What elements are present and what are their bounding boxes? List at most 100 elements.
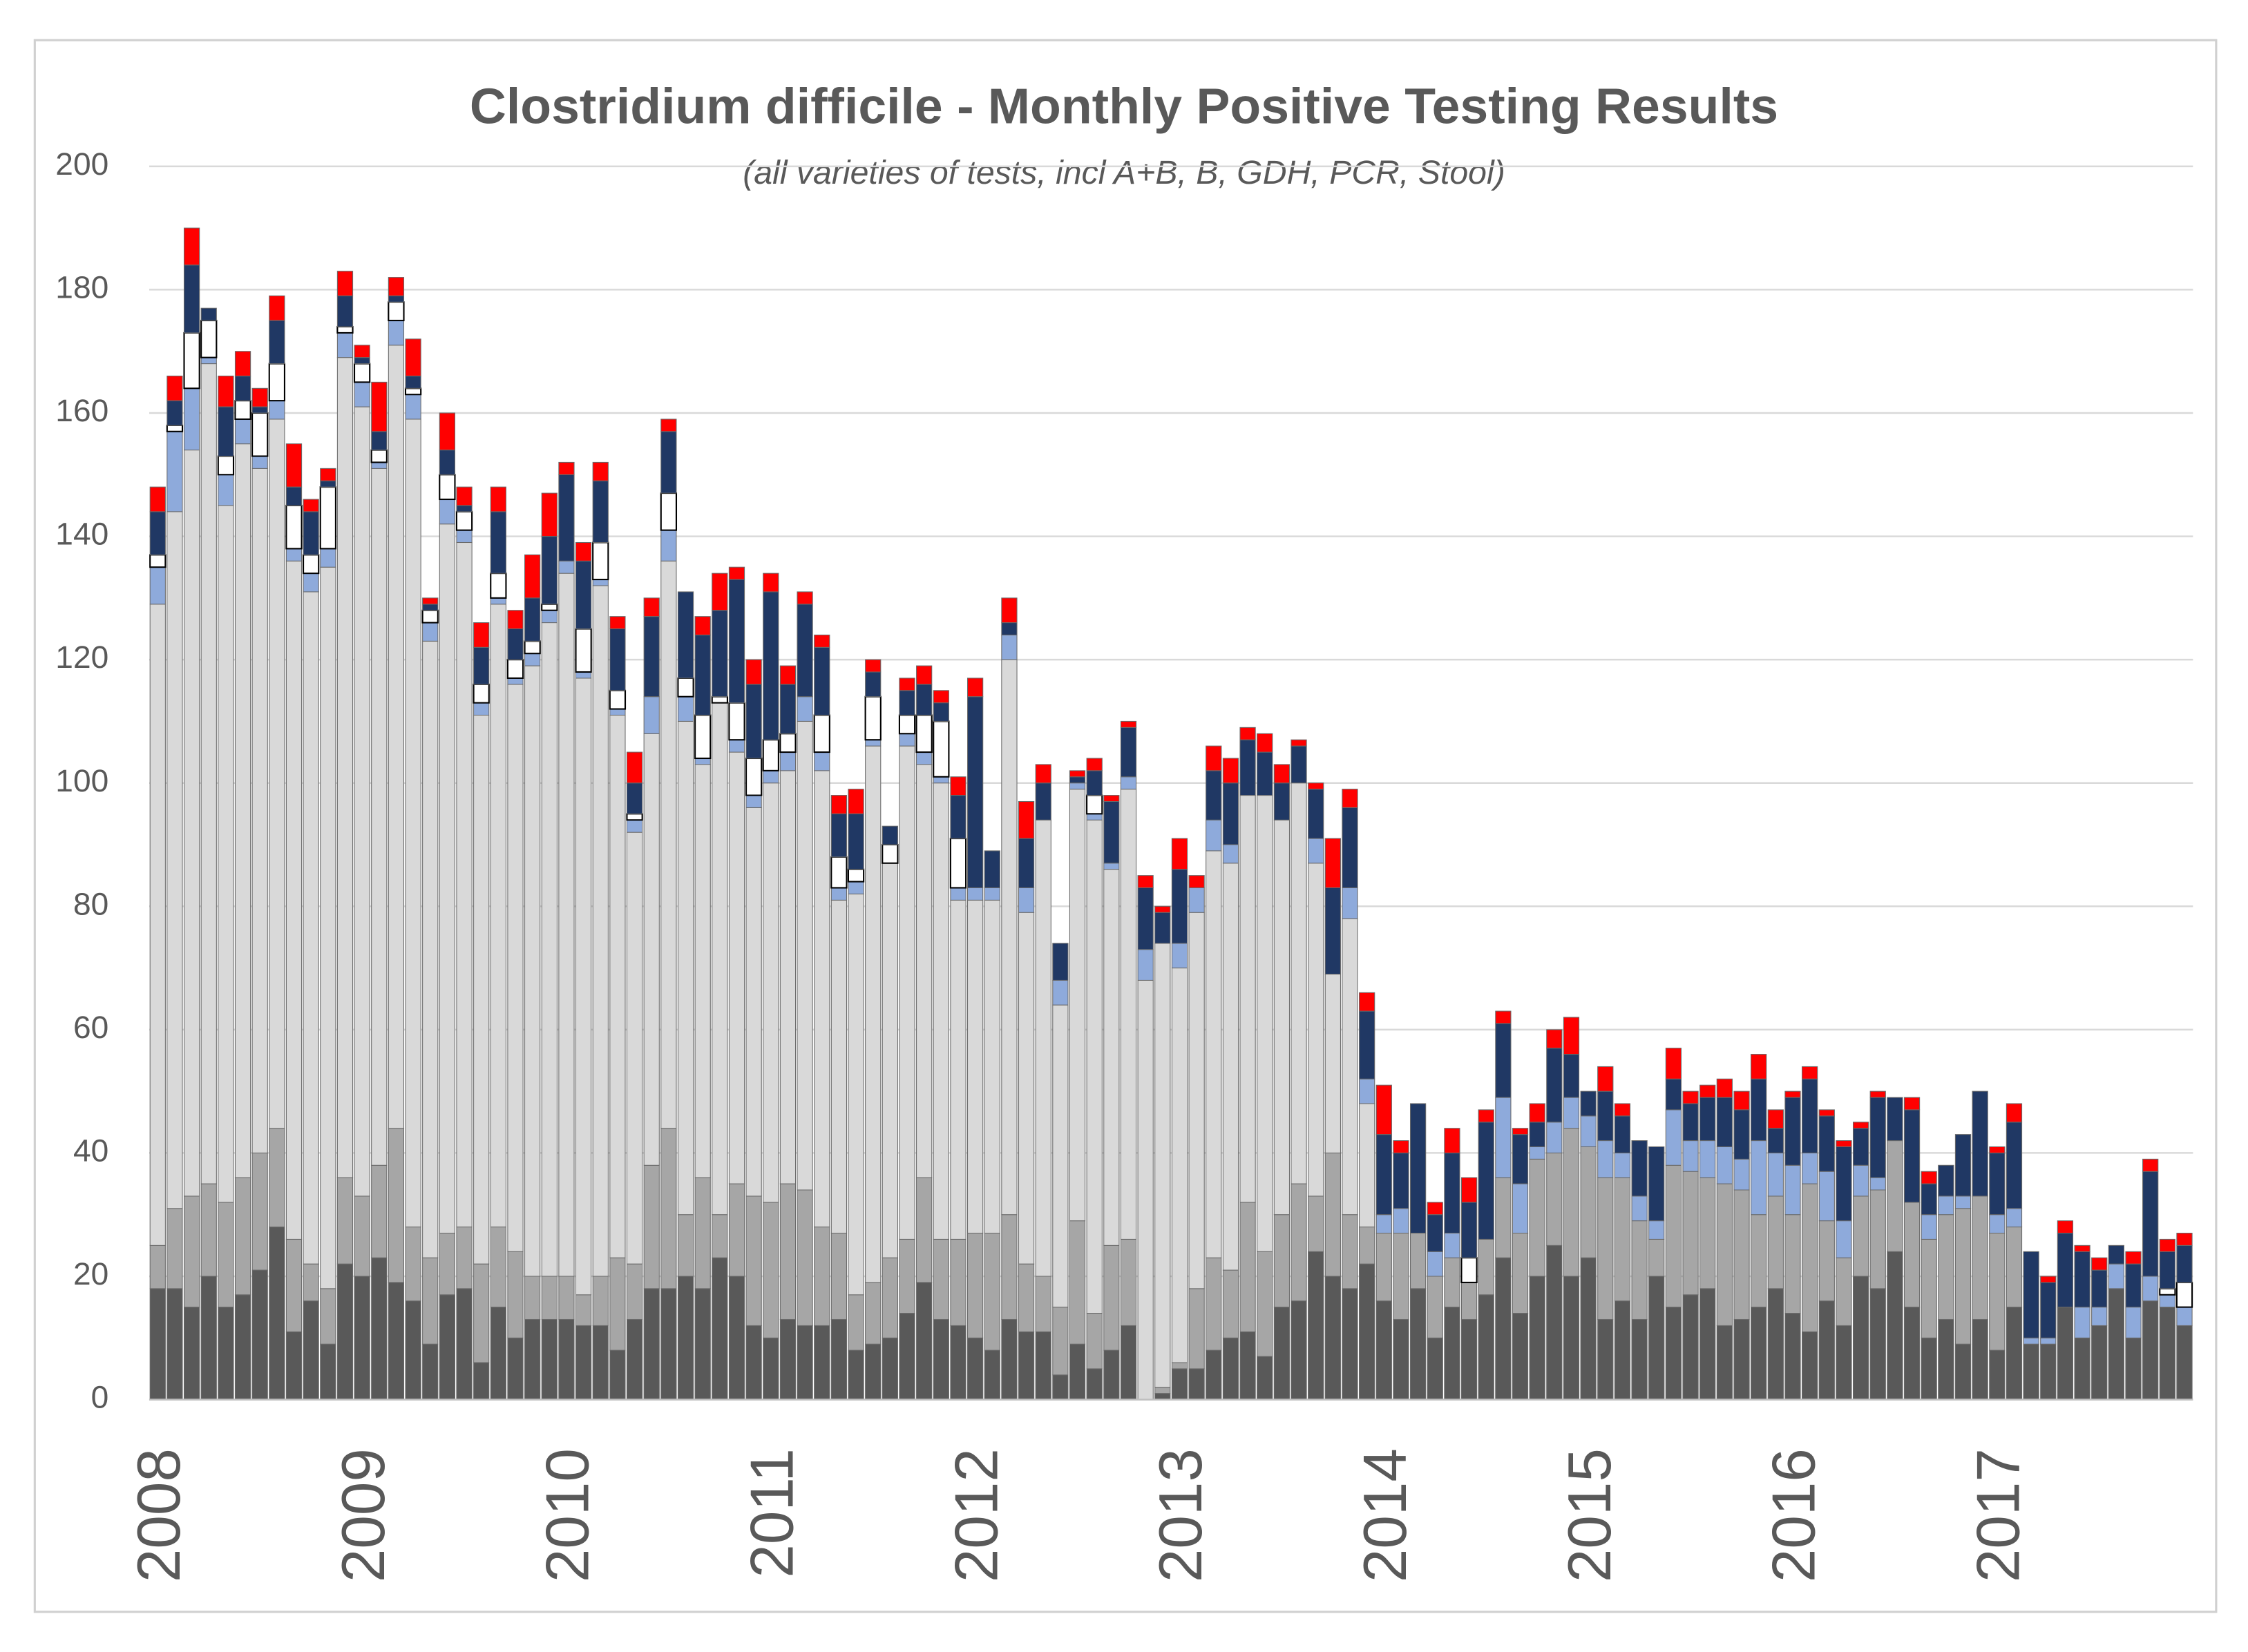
bar-segment bbox=[694, 1177, 711, 1289]
bar-segment bbox=[2159, 1307, 2175, 1401]
bar-segment bbox=[626, 1318, 643, 1401]
bar-segment bbox=[933, 702, 949, 722]
bar-segment bbox=[217, 455, 235, 476]
chart-border bbox=[33, 39, 2218, 1613]
bar-segment bbox=[422, 622, 439, 642]
bar-segment bbox=[166, 431, 183, 512]
bar-segment bbox=[1375, 1300, 1392, 1401]
bar-segment bbox=[1495, 1177, 1512, 1258]
bar-segment bbox=[149, 511, 166, 555]
bar-segment bbox=[371, 431, 388, 451]
bar-segment bbox=[1427, 1202, 1443, 1216]
bar-segment bbox=[745, 684, 762, 759]
bar-segment bbox=[473, 1362, 490, 1401]
bar-segment bbox=[251, 1269, 268, 1401]
bar-segment bbox=[1563, 1276, 1580, 1401]
bar-segment bbox=[1393, 1208, 1409, 1234]
bar-segment bbox=[421, 609, 439, 624]
bar-segment bbox=[1222, 1269, 1239, 1338]
bar-segment bbox=[1222, 782, 1239, 845]
bar-segment bbox=[643, 1288, 660, 1401]
bar-segment bbox=[779, 684, 797, 734]
bar-segment bbox=[1171, 1362, 1188, 1370]
bar-segment bbox=[1495, 1010, 1512, 1024]
bar-segment bbox=[694, 758, 711, 765]
bar-segment bbox=[439, 474, 456, 501]
y-tick-label: 100 bbox=[55, 762, 108, 798]
bar-segment bbox=[2159, 1238, 2175, 1252]
bar-segment bbox=[1001, 634, 1018, 660]
bar-segment bbox=[1257, 1251, 1273, 1357]
x-tick-label: 2009 bbox=[329, 1448, 397, 1582]
bar-segment bbox=[1733, 1109, 1750, 1160]
bar-segment bbox=[916, 764, 933, 1178]
bar-segment bbox=[336, 1177, 354, 1265]
bar-segment bbox=[1308, 838, 1324, 864]
bar-segment bbox=[712, 702, 728, 1216]
bar-segment bbox=[1290, 782, 1307, 1184]
bar-segment bbox=[285, 504, 303, 550]
bar-segment bbox=[984, 899, 1000, 1234]
bar-segment bbox=[354, 357, 370, 365]
bar-segment bbox=[1852, 1122, 1869, 1129]
bar-segment bbox=[814, 1227, 830, 1326]
bar-segment bbox=[1869, 1177, 1886, 1191]
bar-segment bbox=[251, 406, 268, 414]
bar-segment bbox=[797, 604, 813, 698]
bar-segment bbox=[2057, 1307, 2074, 1401]
bar-segment bbox=[933, 1238, 949, 1320]
bar-segment bbox=[218, 1307, 234, 1401]
bar-segment bbox=[507, 1251, 524, 1338]
bar-segment bbox=[1273, 819, 1290, 1216]
bar-segment bbox=[1052, 1307, 1069, 1376]
bar-segment bbox=[1921, 1214, 1937, 1240]
bar-segment bbox=[1444, 1307, 1460, 1401]
bar-segment bbox=[1052, 943, 1069, 981]
bar-segment bbox=[1784, 1214, 1801, 1314]
bar-segment bbox=[1751, 1054, 1767, 1079]
bar-segment bbox=[234, 351, 251, 376]
bar-segment bbox=[1852, 1276, 1869, 1401]
bar-segment bbox=[166, 424, 184, 432]
bar-segment bbox=[1409, 1232, 1427, 1289]
bar-segment bbox=[490, 597, 506, 605]
bar-segment bbox=[830, 887, 848, 901]
bar-segment bbox=[1375, 1214, 1392, 1234]
bar-segment bbox=[269, 400, 285, 420]
bar-segment bbox=[1001, 597, 1018, 624]
bar-segment bbox=[1495, 1257, 1512, 1401]
bar-segment bbox=[1614, 1103, 1631, 1117]
bar-segment bbox=[763, 782, 779, 1203]
bar-segment bbox=[1972, 1091, 1988, 1197]
bar-segment bbox=[814, 646, 830, 716]
bar-segment bbox=[507, 1337, 524, 1401]
bar-segment bbox=[1716, 1325, 1733, 1401]
bar-segment bbox=[1682, 1103, 1699, 1142]
bar-segment bbox=[558, 1318, 575, 1401]
bar-segment bbox=[1818, 1220, 1835, 1302]
bar-segment bbox=[899, 745, 915, 1240]
bar-segment bbox=[166, 511, 183, 1209]
bar-segment bbox=[1648, 1146, 1665, 1222]
bar-segment bbox=[1802, 1183, 1818, 1332]
bar-segment bbox=[916, 1282, 933, 1401]
bar-segment bbox=[967, 887, 984, 901]
bar-segment bbox=[916, 1177, 933, 1283]
bar-segment bbox=[1257, 1356, 1273, 1401]
bar-segment bbox=[1648, 1276, 1665, 1401]
bar-segment bbox=[1495, 1097, 1512, 1178]
bar-segment bbox=[524, 1276, 541, 1320]
bar-segment bbox=[269, 1227, 285, 1401]
bar-segment bbox=[2074, 1251, 2090, 1308]
bar-segment bbox=[251, 468, 268, 1153]
bar-segment bbox=[251, 412, 269, 457]
bar-segment bbox=[1137, 875, 1154, 889]
y-tick-label: 200 bbox=[55, 146, 108, 182]
bar-segment bbox=[814, 1325, 830, 1401]
bar-segment bbox=[422, 1257, 439, 1345]
bar-segment bbox=[1154, 912, 1171, 944]
bar-segment bbox=[899, 678, 915, 691]
bar-segment bbox=[2142, 1276, 2159, 1302]
bar-segment bbox=[2159, 1251, 2175, 1289]
bar-segment bbox=[285, 560, 303, 1240]
